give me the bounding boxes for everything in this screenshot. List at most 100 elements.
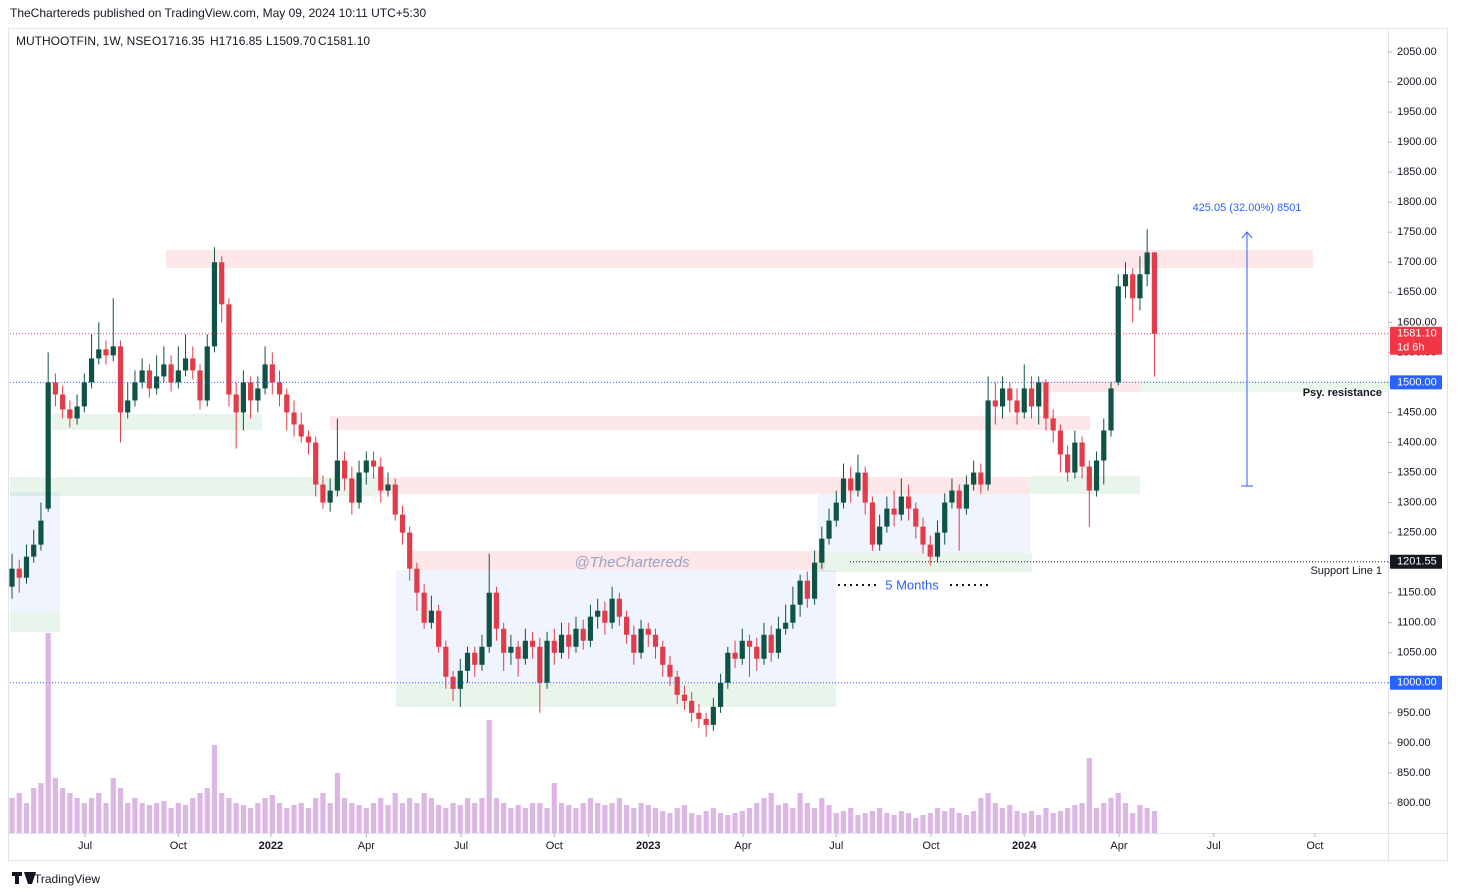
y-tick-label: 1450.00 (1397, 406, 1437, 418)
volume-bar (327, 803, 333, 833)
candle-body (103, 349, 109, 356)
candle-body (667, 664, 673, 677)
candle-body (978, 472, 984, 485)
price-tag-label: 1581.10 (1397, 328, 1437, 340)
y-tick-label: 1350.00 (1397, 466, 1437, 478)
candle-body (67, 409, 73, 419)
x-tick-label: Oct (546, 840, 563, 852)
candle-body (182, 358, 189, 371)
candle-body (761, 634, 767, 659)
volume-bar (587, 798, 594, 833)
volume-bar (1065, 808, 1071, 833)
volume-bar (674, 808, 680, 833)
volume-bar (732, 813, 738, 833)
volume-bar (819, 798, 825, 833)
volume-bar (978, 798, 984, 833)
candle-body (1144, 252, 1150, 275)
volume-bar (884, 813, 890, 833)
volume-bar (262, 798, 268, 833)
volume-bar (284, 808, 290, 833)
candle-body (132, 382, 138, 401)
candle-body (88, 358, 95, 383)
candle-body (493, 592, 500, 629)
y-tick-label: 2050.00 (1397, 46, 1437, 58)
volume-bar (1137, 805, 1143, 833)
candle-body (9, 568, 15, 587)
candle-body (746, 640, 753, 647)
volume-bar (211, 745, 218, 833)
volume-bar (74, 798, 80, 833)
volume-bar (1036, 815, 1042, 833)
candle-body (855, 472, 861, 491)
volume-bar (52, 778, 59, 833)
price-tag-label: 1500.00 (1397, 376, 1437, 388)
volume-bar (746, 808, 753, 833)
ohlc: C1581.10 (318, 34, 370, 48)
ohlc: O1716.35 (152, 34, 205, 48)
candle-body (631, 634, 637, 653)
volume-bar (320, 793, 326, 833)
candle-body (197, 370, 203, 401)
candle-body (298, 424, 304, 437)
price-tag (1390, 375, 1442, 390)
candle-body (905, 496, 912, 509)
volume-bar (255, 803, 261, 833)
x-tick-label: Apr (1110, 840, 1127, 852)
arrow-head (1241, 231, 1253, 239)
candle-body (717, 682, 724, 707)
candle-body (1007, 388, 1013, 401)
volume-bar (305, 808, 312, 833)
volume-bar (775, 805, 782, 833)
zone (10, 612, 60, 632)
volume-bar (717, 813, 724, 833)
volume-bar (1057, 811, 1064, 833)
candle-body (927, 544, 933, 557)
volume-bar (1093, 808, 1100, 833)
candle-body (219, 262, 225, 305)
volume-bar (848, 808, 854, 833)
candle-body (689, 700, 695, 713)
candle-body (515, 646, 521, 659)
candle-body (399, 514, 406, 533)
candle-body (190, 358, 196, 371)
volume-bar (877, 808, 883, 833)
candle-body (1050, 418, 1056, 431)
volume-bar (529, 803, 536, 833)
measure-arrow (1241, 231, 1253, 487)
y-tick-label: 1650.00 (1397, 286, 1437, 298)
volume-bar (725, 815, 731, 833)
candle-body (168, 364, 174, 383)
volume-bar (862, 813, 868, 833)
price-tag-label: 1201.55 (1397, 556, 1437, 568)
candle-body (616, 598, 622, 617)
volume-bar (363, 808, 369, 833)
brand-logo (12, 872, 36, 884)
volume-bar (645, 805, 651, 833)
candle-body (783, 622, 789, 629)
candle-body (971, 472, 977, 485)
volume-bar (797, 793, 803, 833)
volume-bar (139, 803, 145, 833)
y-tick-label: 1600.00 (1397, 316, 1437, 328)
volume-bar (298, 803, 304, 833)
candle-body (1057, 430, 1064, 455)
candle-body (710, 706, 716, 725)
volume-bar (342, 798, 348, 833)
watermark: @TheChartereds (574, 554, 690, 571)
candle-body (913, 508, 919, 527)
candle-body (819, 538, 825, 563)
candle-body (342, 460, 348, 479)
volume-bar (161, 801, 167, 833)
volume-bar (515, 805, 521, 833)
volume-bar (313, 798, 319, 833)
volume-bar (132, 798, 138, 833)
candle-body (732, 652, 738, 659)
candle-body (284, 394, 290, 413)
volume-bar (60, 788, 66, 833)
volume-bar (1130, 813, 1136, 833)
volume-bar (1101, 803, 1107, 833)
candle-body (985, 400, 991, 485)
candle-body (1036, 382, 1042, 407)
volume-bar (175, 803, 181, 833)
volume-bar (992, 803, 998, 833)
